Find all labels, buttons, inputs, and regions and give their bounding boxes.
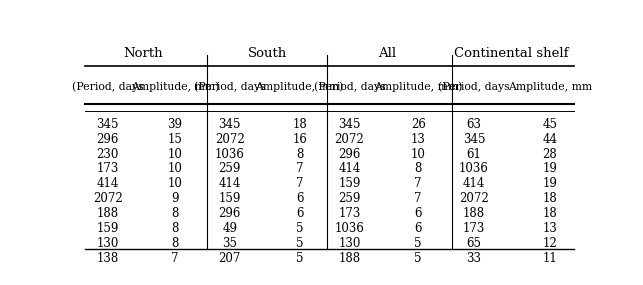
Text: 2072: 2072 (334, 133, 365, 146)
Text: South: South (248, 47, 287, 60)
Text: 188: 188 (338, 252, 361, 265)
Text: 2072: 2072 (215, 133, 245, 146)
Text: 5: 5 (296, 252, 303, 265)
Text: 10: 10 (168, 148, 183, 160)
Text: 345: 345 (96, 118, 119, 131)
Text: 2072: 2072 (93, 192, 123, 205)
Text: 230: 230 (96, 148, 119, 160)
Text: 7: 7 (415, 192, 422, 205)
Text: 7: 7 (296, 177, 303, 190)
Text: 45: 45 (542, 118, 557, 131)
Text: 188: 188 (463, 207, 485, 220)
Text: 49: 49 (222, 222, 237, 235)
Text: 6: 6 (296, 192, 303, 205)
Text: (Period, days: (Period, days (72, 82, 143, 92)
Text: (Period, days: (Period, days (314, 82, 385, 92)
Text: 173: 173 (96, 162, 119, 176)
Text: 259: 259 (219, 162, 241, 176)
Text: 130: 130 (338, 237, 361, 250)
Text: 61: 61 (467, 148, 482, 160)
Text: 7: 7 (415, 177, 422, 190)
Text: 414: 414 (96, 177, 119, 190)
Text: Continental shelf: Continental shelf (454, 47, 568, 60)
Text: 28: 28 (543, 148, 557, 160)
Text: 414: 414 (219, 177, 241, 190)
Text: 296: 296 (338, 148, 361, 160)
Text: 296: 296 (96, 133, 119, 146)
Text: Amplitude, mm: Amplitude, mm (508, 82, 592, 92)
Text: (Period, days: (Period, days (439, 82, 510, 92)
Text: 13: 13 (411, 133, 426, 146)
Text: 26: 26 (411, 118, 426, 131)
Text: 414: 414 (338, 162, 361, 176)
Text: 6: 6 (415, 222, 422, 235)
Text: All: All (378, 47, 396, 60)
Text: 1036: 1036 (459, 162, 489, 176)
Text: 10: 10 (168, 162, 183, 176)
Text: 345: 345 (219, 118, 241, 131)
Text: 173: 173 (338, 207, 361, 220)
Text: 7: 7 (171, 252, 179, 265)
Text: 130: 130 (96, 237, 119, 250)
Text: 33: 33 (467, 252, 482, 265)
Text: 16: 16 (292, 133, 307, 146)
Text: 159: 159 (96, 222, 119, 235)
Text: 13: 13 (542, 222, 557, 235)
Text: North: North (123, 47, 163, 60)
Text: Amplitude, mm): Amplitude, mm) (374, 82, 462, 92)
Text: 5: 5 (296, 237, 303, 250)
Text: 1036: 1036 (334, 222, 365, 235)
Text: 159: 159 (219, 192, 241, 205)
Text: 6: 6 (415, 207, 422, 220)
Text: 138: 138 (96, 252, 119, 265)
Text: 7: 7 (296, 162, 303, 176)
Text: 5: 5 (415, 252, 422, 265)
Text: 159: 159 (338, 177, 361, 190)
Text: 63: 63 (467, 118, 482, 131)
Text: Amplitude, mm): Amplitude, mm) (255, 82, 344, 92)
Text: 11: 11 (543, 252, 557, 265)
Text: 44: 44 (542, 133, 557, 146)
Text: Amplitude, mm): Amplitude, mm) (131, 82, 219, 92)
Text: 18: 18 (293, 118, 307, 131)
Text: 8: 8 (296, 148, 303, 160)
Text: 1036: 1036 (215, 148, 245, 160)
Text: 345: 345 (463, 133, 485, 146)
Text: 15: 15 (168, 133, 183, 146)
Text: 414: 414 (463, 177, 485, 190)
Text: 5: 5 (296, 222, 303, 235)
Text: 12: 12 (543, 237, 557, 250)
Text: 19: 19 (542, 177, 557, 190)
Text: 173: 173 (463, 222, 485, 235)
Text: 6: 6 (296, 207, 303, 220)
Text: 18: 18 (543, 207, 557, 220)
Text: 39: 39 (168, 118, 183, 131)
Text: 65: 65 (467, 237, 482, 250)
Text: 345: 345 (338, 118, 361, 131)
Text: 8: 8 (172, 237, 179, 250)
Text: 9: 9 (171, 192, 179, 205)
Text: (Period, days: (Period, days (194, 82, 266, 92)
Text: 19: 19 (542, 162, 557, 176)
Text: 8: 8 (415, 162, 422, 176)
Text: 10: 10 (168, 177, 183, 190)
Text: 259: 259 (338, 192, 361, 205)
Text: 8: 8 (172, 222, 179, 235)
Text: 10: 10 (411, 148, 426, 160)
Text: 8: 8 (172, 207, 179, 220)
Text: 18: 18 (543, 192, 557, 205)
Text: 207: 207 (219, 252, 241, 265)
Text: 2072: 2072 (459, 192, 489, 205)
Text: 35: 35 (222, 237, 237, 250)
Text: 188: 188 (96, 207, 119, 220)
Text: 5: 5 (415, 237, 422, 250)
Text: 296: 296 (219, 207, 241, 220)
